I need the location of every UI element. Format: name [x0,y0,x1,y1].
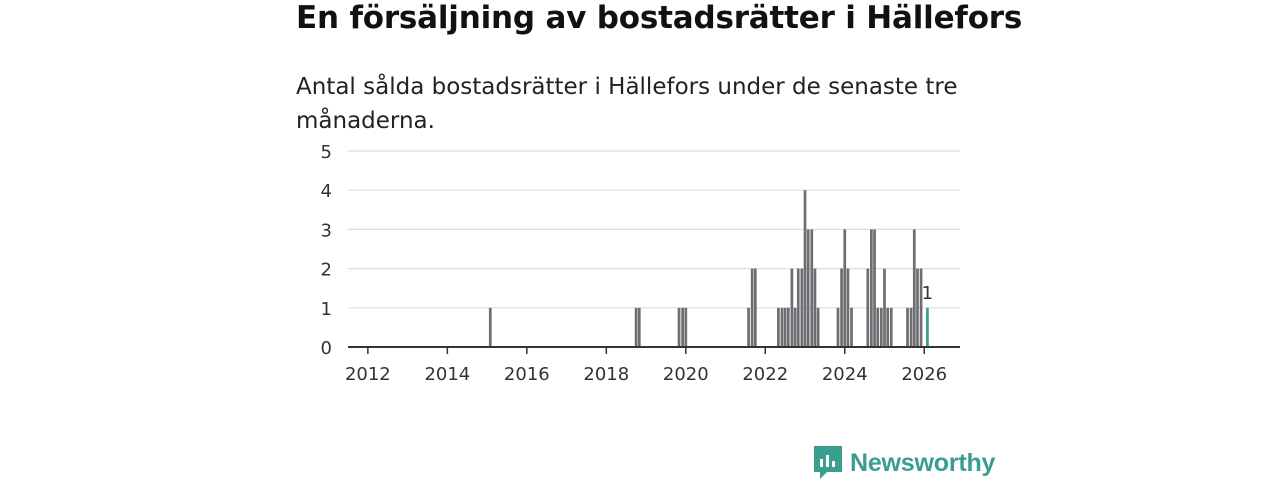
bar [803,190,807,347]
bar [800,268,804,347]
y-tick-label: 1 [321,299,332,320]
chart-title: En försäljning av bostadsrätter i Hällef… [296,0,1023,36]
bar [806,229,810,347]
newsworthy-logo-icon [814,446,842,479]
bar [816,307,820,347]
bar [883,268,886,347]
bar-highlight [926,307,929,347]
bar [873,229,876,347]
newsworthy-logo: Newsworthy [814,446,995,480]
x-tick-label: 2018 [583,364,629,385]
bar [813,268,817,347]
bar [916,268,919,347]
bar [637,307,641,347]
bar [810,229,814,347]
bar [866,268,870,347]
bar [846,268,850,347]
chart-subtitle: Antal sålda bostadsrätter i Hällefors un… [296,74,958,134]
y-tick-label: 3 [321,220,332,241]
bar [836,307,840,347]
bar [850,307,853,347]
bar [879,307,883,347]
y-tick-label: 0 [321,338,332,359]
bar [909,307,913,347]
x-tick-label: 2016 [504,364,550,385]
bar [919,268,923,347]
bar [684,307,688,347]
bar [634,307,638,347]
data-label: 1 [922,283,933,304]
bar [793,307,797,347]
bar [777,307,780,347]
x-tick-label: 2012 [345,364,391,385]
x-tick-label: 2026 [901,364,947,385]
x-tick-label: 2022 [742,364,788,385]
x-tick-label: 2020 [663,364,709,385]
bar [750,268,754,347]
bar [488,307,492,347]
bar-chart: 0 1 2 3 4 5 2012 2014 2016 2018 2020 2022 2024 2026 1 [321,142,960,385]
y-tick-label: 5 [321,142,332,163]
y-tick-label: 2 [321,260,332,281]
bar [677,307,681,347]
bar [681,307,684,347]
bar [747,307,750,347]
bar [912,229,916,347]
bar [870,229,873,347]
bar [886,307,890,347]
bar [796,268,800,347]
brand-name: Newsworthy [850,448,996,477]
bar [786,307,790,347]
bar [906,307,909,347]
bar [843,229,847,347]
bar [889,307,893,347]
bar [876,307,880,347]
y-tick-label: 4 [321,181,332,202]
bar [840,268,843,347]
bar [783,307,787,347]
bar [790,268,794,347]
x-tick-label: 2014 [424,364,470,385]
bar [780,307,784,347]
bar [753,268,757,347]
x-tick-label: 2024 [822,364,868,385]
